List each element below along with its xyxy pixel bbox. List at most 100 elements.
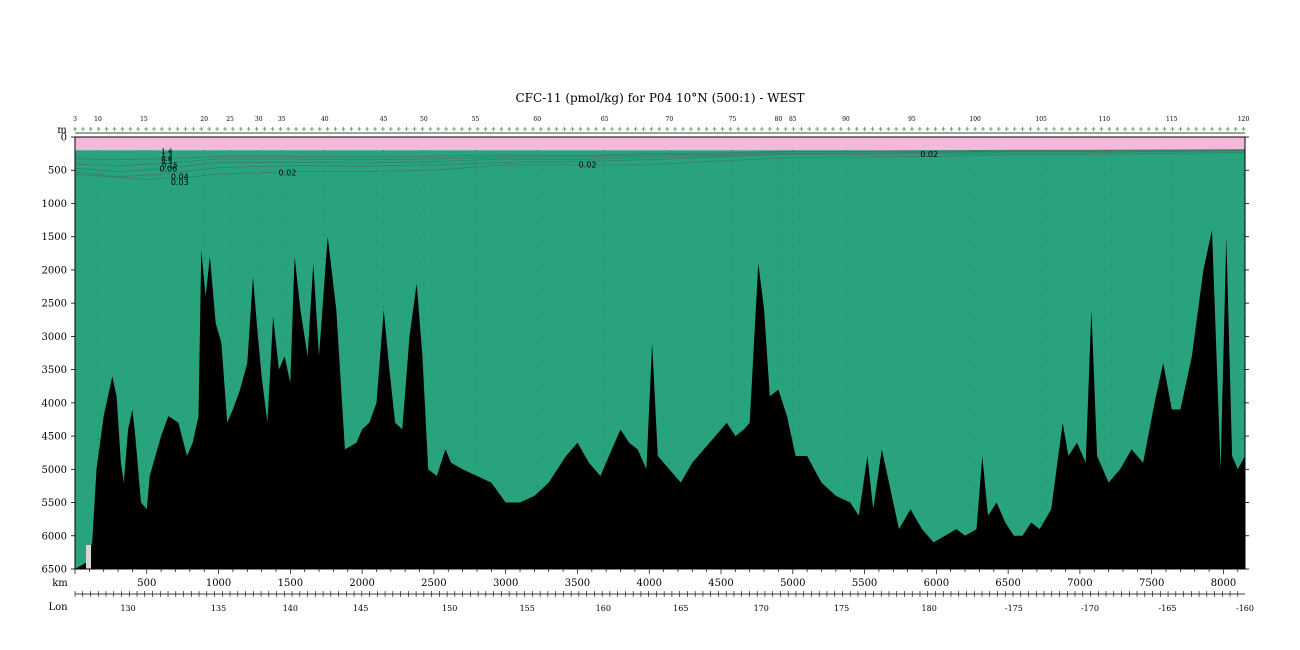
station-marker (333, 127, 338, 131)
station-marker (1154, 127, 1159, 131)
station-marker (1162, 127, 1167, 131)
contour-lines (75, 149, 1245, 180)
station-marker (657, 127, 662, 131)
station-label: 20 (200, 116, 208, 123)
contour-label: 0.02 (579, 161, 597, 170)
station-marker (309, 127, 314, 131)
grey-patch (86, 545, 91, 569)
station-marker (325, 127, 330, 131)
station-label: 65 (601, 116, 609, 123)
distance-tick-label: 4000 (637, 578, 662, 589)
station-marker (80, 127, 85, 131)
station-marker (1107, 127, 1112, 131)
station-marker (151, 127, 156, 131)
station-marker (799, 127, 804, 131)
contour-label: 0.15 (162, 162, 178, 170)
station-label: 30 (255, 116, 263, 123)
lon-tick-label: -160 (1236, 604, 1254, 613)
station-marker (317, 127, 322, 131)
longitude-axis: Lon 130 135 140 145 150 155 160 165 170 175 180 -17… (48, 591, 1254, 613)
station-marker (641, 127, 646, 131)
lon-tick-label: 145 (353, 604, 368, 613)
station-label: 120 (1238, 116, 1250, 123)
station-marker (957, 127, 962, 131)
station-marker (1091, 127, 1096, 131)
station-label: 60 (533, 116, 541, 123)
lon-tick-label: 130 (120, 604, 135, 613)
depth-tick-label: 500 (48, 166, 67, 177)
station-marker (775, 127, 780, 131)
watermark-caption: Computer Generated (1152, 551, 1238, 560)
station-marker (720, 127, 725, 131)
contour-labels: 0.060.040.03 0.02 0.02 0.02 1.41.30.60.50.15 (159, 148, 938, 187)
station-marker (823, 127, 828, 131)
station-marker (538, 127, 543, 131)
station-marker (1186, 127, 1191, 131)
depth-tick-label: 2000 (42, 265, 67, 276)
lon-tick-label: 160 (596, 604, 611, 613)
station-marker (491, 127, 496, 131)
station-marker (570, 127, 575, 131)
station-marker (752, 127, 757, 131)
station-marker (207, 127, 212, 131)
station-marker (1083, 127, 1088, 131)
distance-tick-label: 7000 (1067, 578, 1092, 589)
station-label: 105 (1035, 116, 1047, 123)
station-marker (1170, 127, 1175, 131)
station-marker (104, 127, 109, 131)
station-marker (996, 127, 1001, 131)
station-marker (1146, 127, 1151, 131)
station-marker (294, 127, 299, 131)
station-label: 70 (666, 116, 674, 123)
station-marker (688, 127, 693, 131)
station-marker (278, 127, 283, 131)
station-label: 3 (73, 116, 77, 123)
station-marker (365, 127, 370, 131)
station-marker (1059, 127, 1064, 131)
station-marker (909, 127, 914, 131)
station-marker (1012, 127, 1017, 131)
station-marker (459, 127, 464, 131)
station-marker (673, 127, 678, 131)
station-marker (917, 127, 922, 131)
lon-tick-label: 150 (442, 604, 457, 613)
station-marker (625, 127, 630, 131)
station-marker (451, 127, 456, 131)
station-marker (767, 127, 772, 131)
station-marker (602, 127, 607, 131)
station-marker (467, 127, 472, 131)
contour-line-1 (75, 150, 1245, 178)
station-marker (444, 127, 449, 131)
station-marker (262, 127, 267, 131)
station-marker (1202, 127, 1207, 131)
station-marker (736, 127, 741, 131)
lon-tick-label: 140 (283, 604, 298, 613)
contour-label: 0.04 (171, 173, 189, 182)
station-marker (88, 127, 93, 131)
watermark-line-2: HYDROGRAPHIC (1171, 535, 1219, 541)
station-marker (215, 127, 220, 131)
station-marker (420, 127, 425, 131)
distance-axis-label: km (52, 578, 68, 589)
contour-label: 1.3 (161, 152, 172, 160)
contour-label: 0.03 (171, 178, 189, 187)
lon-tick-label: 135 (211, 604, 226, 613)
lon-tick-label: -175 (1005, 604, 1023, 613)
station-marker (144, 127, 149, 131)
station-marker (1044, 127, 1049, 131)
station-marker (167, 127, 172, 131)
station-marker (1052, 127, 1057, 131)
station-label: 100 (969, 116, 981, 123)
station-marker (199, 127, 204, 131)
station-marker (404, 127, 409, 131)
station-marker (609, 127, 614, 131)
distance-tick-label: 3500 (565, 578, 590, 589)
station-marker (436, 127, 441, 131)
watermark-line-1: WOCE (1185, 526, 1204, 532)
station-marker (1020, 127, 1025, 131)
lon-tick-label: 175 (834, 604, 849, 613)
depth-axis-label: m (57, 125, 67, 136)
station-marker (373, 127, 378, 131)
bathymetry (75, 230, 1245, 569)
station-marker (838, 127, 843, 131)
